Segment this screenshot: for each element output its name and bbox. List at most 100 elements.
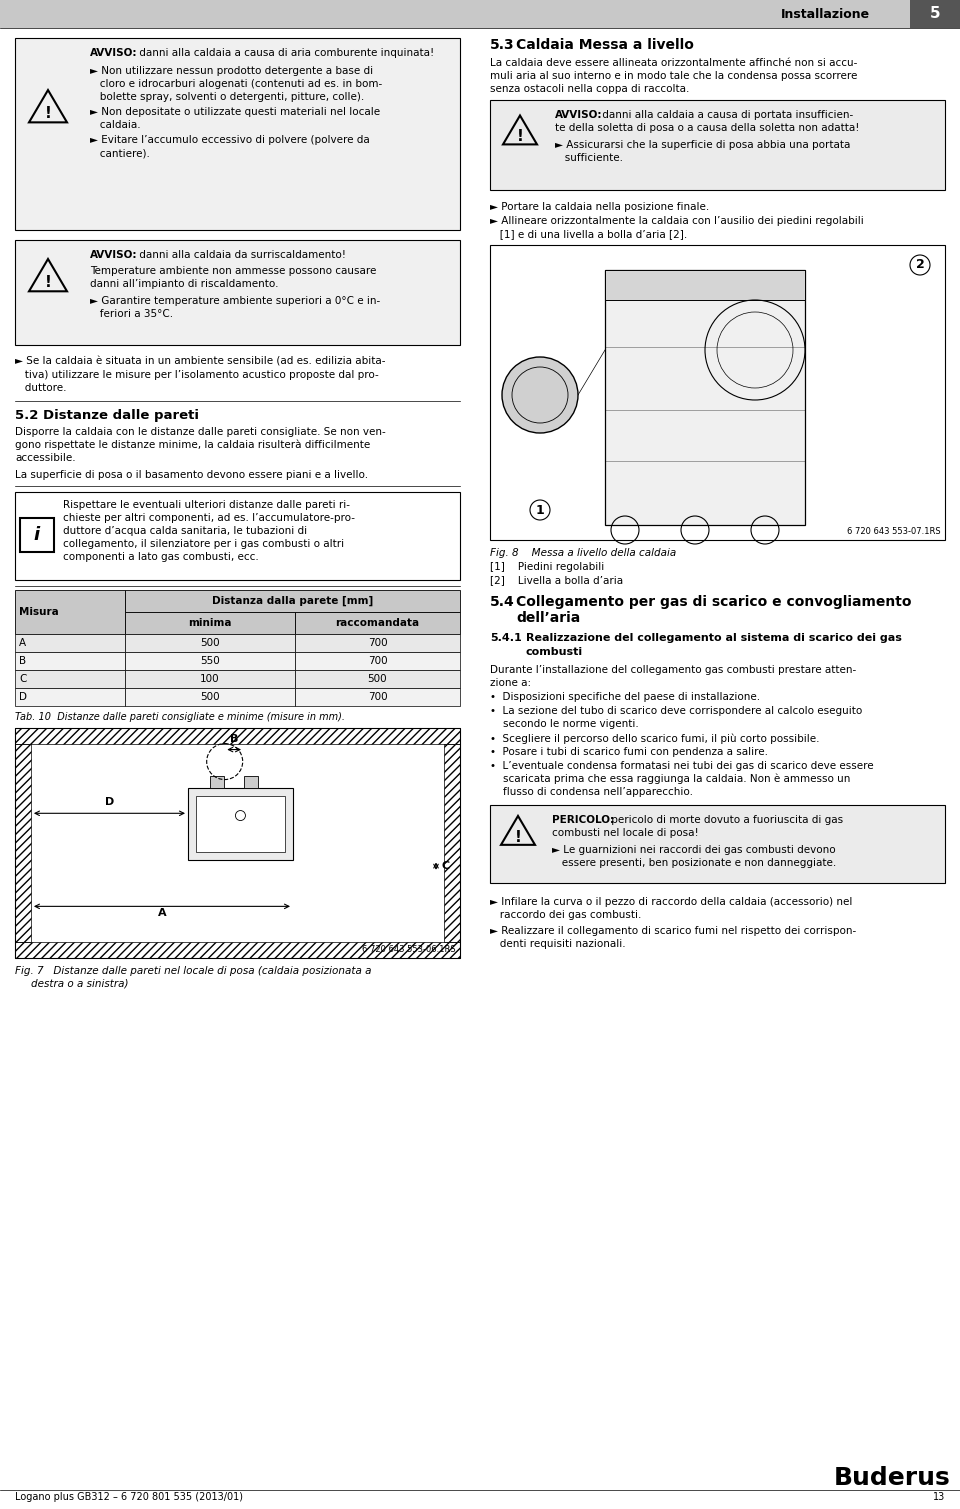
FancyBboxPatch shape	[20, 518, 54, 552]
Text: sufficiente.: sufficiente.	[555, 152, 623, 163]
Text: flusso di condensa nell’apparecchio.: flusso di condensa nell’apparecchio.	[490, 788, 693, 797]
FancyBboxPatch shape	[188, 788, 293, 860]
Text: !: !	[44, 275, 52, 290]
Text: scaricata prima che essa raggiunga la caldaia. Non è ammesso un: scaricata prima che essa raggiunga la ca…	[490, 774, 851, 785]
Text: AVVISO:: AVVISO:	[90, 250, 137, 260]
Text: D: D	[19, 693, 27, 702]
Text: Distanze dalle pareti: Distanze dalle pareti	[43, 409, 199, 423]
Text: AVVISO:: AVVISO:	[90, 48, 137, 57]
Text: senza ostacoli nella coppa di raccolta.: senza ostacoli nella coppa di raccolta.	[490, 85, 689, 94]
Text: 700: 700	[368, 693, 387, 702]
Text: [1] e di una livella a bolla d’aria [2].: [1] e di una livella a bolla d’aria [2].	[490, 229, 687, 238]
Text: Rispettare le eventuali ulteriori distanze dalle pareti ri-: Rispettare le eventuali ulteriori distan…	[63, 499, 350, 510]
Text: La caldaia deve essere allineata orizzontalmente affinché non si accu-: La caldaia deve essere allineata orizzon…	[490, 57, 857, 68]
Text: pericolo di morte dovuto a fuoriuscita di gas: pericolo di morte dovuto a fuoriuscita d…	[608, 815, 843, 825]
Text: destra o a sinistra): destra o a sinistra)	[31, 979, 129, 988]
Text: D: D	[105, 797, 114, 807]
FancyBboxPatch shape	[490, 804, 945, 883]
FancyBboxPatch shape	[605, 270, 805, 525]
Text: Misura: Misura	[19, 607, 59, 617]
Text: !: !	[44, 106, 52, 121]
FancyBboxPatch shape	[910, 0, 960, 29]
Text: 5.4: 5.4	[490, 595, 515, 610]
Text: essere presenti, ben posizionate e non danneggiate.: essere presenti, ben posizionate e non d…	[552, 859, 836, 868]
Text: 500: 500	[201, 638, 220, 647]
Text: La superficie di posa o il basamento devono essere piani e a livello.: La superficie di posa o il basamento dev…	[15, 469, 368, 480]
Text: PERICOLO:: PERICOLO:	[552, 815, 614, 825]
Text: gono rispettate le distanze minime, la caldaia risulterà difficilmente: gono rispettate le distanze minime, la c…	[15, 441, 371, 451]
Text: Collegamento per gas di scarico e convogliamento: Collegamento per gas di scarico e convog…	[516, 595, 911, 610]
Text: i: i	[34, 527, 40, 545]
Text: •  Disposizioni specifiche del paese di installazione.: • Disposizioni specifiche del paese di i…	[490, 693, 760, 702]
Text: 5: 5	[929, 6, 940, 21]
Text: zione a:: zione a:	[490, 678, 531, 688]
Text: Distanza dalla parete [mm]: Distanza dalla parete [mm]	[212, 596, 373, 607]
Text: •  L’eventuale condensa formatasi nei tubi dei gas di scarico deve essere: • L’eventuale condensa formatasi nei tub…	[490, 761, 874, 771]
Text: 6 720 643 553-06.1RS: 6 720 643 553-06.1RS	[362, 945, 456, 954]
Circle shape	[502, 358, 578, 433]
Text: 2: 2	[916, 258, 924, 272]
Text: Temperature ambiente non ammesse possono causare: Temperature ambiente non ammesse possono…	[90, 266, 376, 276]
Text: [2]    Livella a bolla d’aria: [2] Livella a bolla d’aria	[490, 575, 623, 585]
FancyBboxPatch shape	[295, 670, 460, 688]
Text: •  La sezione del tubo di scarico deve corrispondere al calcolo eseguito: • La sezione del tubo di scarico deve co…	[490, 706, 862, 715]
Text: secondo le norme vigenti.: secondo le norme vigenti.	[490, 718, 638, 729]
Text: 700: 700	[368, 656, 387, 665]
FancyBboxPatch shape	[125, 652, 295, 670]
FancyBboxPatch shape	[295, 652, 460, 670]
Text: 500: 500	[201, 693, 220, 702]
Text: 1: 1	[536, 504, 544, 516]
Text: duttore.: duttore.	[15, 383, 66, 392]
FancyBboxPatch shape	[15, 240, 460, 346]
Text: chieste per altri componenti, ad es. l’accumulatore-pro-: chieste per altri componenti, ad es. l’a…	[63, 513, 355, 524]
Text: caldaia.: caldaia.	[90, 121, 140, 130]
Text: 6 720 643 553-07.1RS: 6 720 643 553-07.1RS	[848, 527, 941, 536]
FancyBboxPatch shape	[125, 634, 295, 652]
Text: collegamento, il silenziatore per i gas combusti o altri: collegamento, il silenziatore per i gas …	[63, 539, 344, 549]
FancyBboxPatch shape	[125, 613, 295, 634]
Text: ► Infilare la curva o il pezzo di raccordo della caldaia (accessorio) nel: ► Infilare la curva o il pezzo di raccor…	[490, 896, 852, 907]
Text: Disporre la caldaia con le distanze dalle pareti consigliate. Se non ven-: Disporre la caldaia con le distanze dall…	[15, 427, 386, 438]
Text: 5.2: 5.2	[15, 409, 38, 423]
Text: denti requisiti nazionali.: denti requisiti nazionali.	[490, 939, 626, 949]
Text: ► Evitare l’accumulo eccessivo di polvere (polvere da: ► Evitare l’accumulo eccessivo di polver…	[90, 134, 370, 145]
Text: tiva) utilizzare le misure per l’isolamento acustico proposte dal pro-: tiva) utilizzare le misure per l’isolame…	[15, 370, 379, 380]
Text: Realizzazione del collegamento al sistema di scarico dei gas: Realizzazione del collegamento al sistem…	[526, 632, 901, 643]
Text: Buderus: Buderus	[833, 1467, 950, 1489]
Text: ► Assicurarsi che la superficie di posa abbia una portata: ► Assicurarsi che la superficie di posa …	[555, 140, 851, 149]
Text: !: !	[516, 130, 523, 145]
Text: [1]    Piedini regolabili: [1] Piedini regolabili	[490, 561, 604, 572]
FancyBboxPatch shape	[490, 244, 945, 540]
Text: 100: 100	[201, 675, 220, 684]
FancyBboxPatch shape	[15, 727, 460, 958]
FancyBboxPatch shape	[210, 776, 225, 788]
FancyBboxPatch shape	[15, 670, 125, 688]
Text: C: C	[442, 862, 450, 871]
FancyBboxPatch shape	[295, 634, 460, 652]
Text: duttore d’acqua calda sanitaria, le tubazioni di: duttore d’acqua calda sanitaria, le tuba…	[63, 527, 307, 536]
Text: 5.3: 5.3	[490, 38, 515, 51]
FancyBboxPatch shape	[295, 613, 460, 634]
Text: ► Le guarnizioni nei raccordi dei gas combusti devono: ► Le guarnizioni nei raccordi dei gas co…	[552, 845, 835, 856]
FancyBboxPatch shape	[244, 776, 258, 788]
Text: dell’aria: dell’aria	[516, 611, 580, 625]
Text: Logano plus GB312 – 6 720 801 535 (2013/01): Logano plus GB312 – 6 720 801 535 (2013/…	[15, 1492, 243, 1501]
FancyBboxPatch shape	[605, 270, 805, 300]
Text: •  Scegliere il percorso dello scarico fumi, il più corto possibile.: • Scegliere il percorso dello scarico fu…	[490, 733, 820, 744]
Text: Tab. 10  Distanze dalle pareti consigliate e minime (misure in mm).: Tab. 10 Distanze dalle pareti consigliat…	[15, 712, 345, 721]
Text: cloro e idrocarburi alogenati (contenuti ad es. in bom-: cloro e idrocarburi alogenati (contenuti…	[90, 78, 382, 89]
Text: ► Se la caldaia è situata in un ambiente sensibile (ad es. edilizia abita-: ► Se la caldaia è situata in un ambiente…	[15, 358, 386, 367]
FancyBboxPatch shape	[15, 492, 460, 579]
Text: 13: 13	[933, 1492, 945, 1501]
Text: ► Portare la caldaia nella posizione finale.: ► Portare la caldaia nella posizione fin…	[490, 202, 709, 211]
Text: !: !	[515, 830, 521, 845]
Text: raccordo dei gas combusti.: raccordo dei gas combusti.	[490, 910, 641, 920]
Text: ► Realizzare il collegamento di scarico fumi nel rispetto dei corrispon-: ► Realizzare il collegamento di scarico …	[490, 927, 856, 936]
FancyBboxPatch shape	[295, 688, 460, 706]
Text: A: A	[19, 638, 26, 647]
Text: danni alla caldaia a causa di portata insufficien-: danni alla caldaia a causa di portata in…	[599, 110, 853, 121]
Text: B: B	[230, 733, 238, 744]
Text: AVVISO:: AVVISO:	[555, 110, 603, 121]
Text: 5.4.1: 5.4.1	[490, 632, 521, 643]
FancyBboxPatch shape	[15, 634, 125, 652]
